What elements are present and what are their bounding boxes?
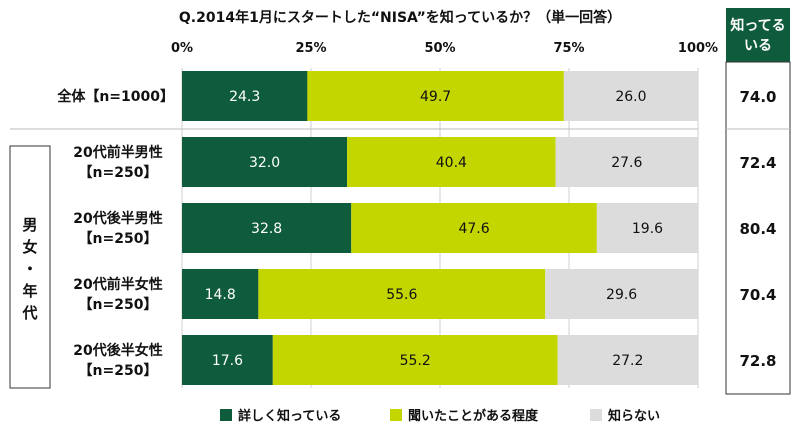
bar-data-label: 27.6 bbox=[611, 155, 642, 171]
bar-data-label: 55.6 bbox=[386, 287, 417, 303]
bar-segment bbox=[182, 71, 308, 121]
right-column-value: 80.4 bbox=[739, 220, 776, 238]
group-label-char: 女 bbox=[22, 238, 37, 256]
bar-data-label: 32.8 bbox=[251, 221, 282, 237]
bar-data-label: 40.4 bbox=[436, 155, 467, 171]
group-label-char: 男 bbox=[22, 216, 37, 234]
bar-segment bbox=[563, 71, 698, 121]
legend-label: 詳しく知っている bbox=[238, 408, 341, 424]
bar-segment bbox=[545, 269, 698, 319]
bar-segment bbox=[347, 137, 556, 187]
category-sublabel: 【n=250】 bbox=[79, 297, 158, 313]
bar-segment bbox=[596, 203, 698, 253]
legend-label: 聞いたことがある程度 bbox=[408, 408, 539, 424]
bar-data-label: 32.0 bbox=[249, 155, 280, 171]
group-label-char: ・ bbox=[22, 260, 37, 278]
right-column-value: 72.4 bbox=[739, 154, 776, 172]
category-label: 20代前半女性 bbox=[73, 276, 162, 293]
bar-segment bbox=[182, 203, 352, 253]
bar-segment bbox=[307, 71, 564, 121]
bar-segment bbox=[351, 203, 597, 253]
right-column-value: 70.4 bbox=[739, 286, 776, 304]
bar-data-label: 55.2 bbox=[400, 353, 431, 369]
bar-segment bbox=[557, 335, 698, 385]
bar-data-label: 26.0 bbox=[615, 89, 646, 105]
bar-data-label: 14.8 bbox=[205, 287, 236, 303]
bar-segment bbox=[272, 335, 558, 385]
category-label: 全体【n=1000】 bbox=[56, 88, 174, 105]
category-label: 20代後半女性 bbox=[73, 342, 162, 359]
group-label-char: 代 bbox=[21, 304, 37, 322]
x-tick-label: 50% bbox=[424, 41, 455, 56]
bar-segment bbox=[182, 335, 273, 385]
x-tick-label: 25% bbox=[295, 41, 326, 56]
x-tick-label: 100% bbox=[678, 41, 718, 56]
legend-swatch bbox=[590, 409, 602, 421]
legend-swatch bbox=[220, 409, 232, 421]
group-label-box bbox=[9, 145, 51, 389]
bar-data-label: 27.2 bbox=[612, 353, 643, 369]
bar-segment bbox=[555, 137, 698, 187]
legend-swatch bbox=[390, 409, 402, 421]
category-sublabel: 【n=250】 bbox=[79, 363, 158, 379]
category-label: 20代前半男性 bbox=[73, 144, 162, 161]
category-label: 20代後半男性 bbox=[73, 210, 162, 227]
bar-data-label: 24.3 bbox=[229, 89, 260, 105]
bar-data-label: 47.6 bbox=[458, 221, 489, 237]
bar-data-label: 19.6 bbox=[632, 221, 663, 237]
chart-title: Q.2014年1月にスタートした“NISA”を知っているか？（単一回答） bbox=[179, 9, 621, 26]
right-column-box bbox=[725, 61, 791, 395]
bar-segment bbox=[182, 269, 259, 319]
group-label-char: 年 bbox=[22, 282, 37, 300]
right-column-header: いる bbox=[744, 38, 772, 54]
x-tick-label: 0% bbox=[171, 41, 193, 56]
bar-data-label: 17.6 bbox=[212, 353, 243, 369]
bar-data-label: 49.7 bbox=[420, 89, 451, 105]
x-tick-label: 75% bbox=[553, 41, 584, 56]
category-sublabel: 【n=250】 bbox=[79, 165, 158, 181]
category-sublabel: 【n=250】 bbox=[79, 231, 158, 247]
right-column-value: 72.8 bbox=[739, 352, 776, 370]
bar-segment bbox=[182, 137, 348, 187]
right-column-header-bg bbox=[726, 8, 790, 62]
legend-label: 知らない bbox=[608, 408, 660, 424]
right-column-header: 知ってる bbox=[730, 17, 785, 34]
right-column-value: 74.0 bbox=[739, 88, 776, 106]
bar-segment bbox=[258, 269, 546, 319]
bar-data-label: 29.6 bbox=[606, 287, 637, 303]
